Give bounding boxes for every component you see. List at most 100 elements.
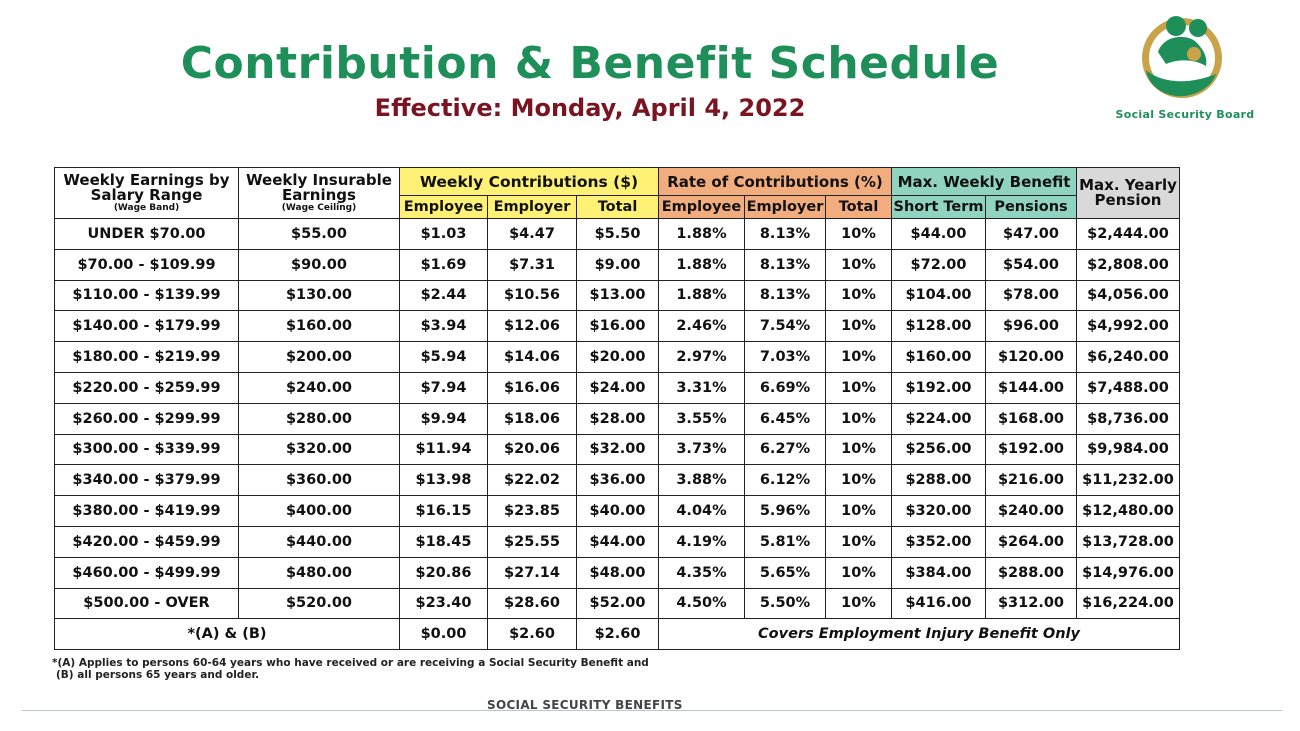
cell-rate-total: 10%	[825, 248, 892, 281]
cell-contrib-employee: $16.15	[399, 495, 488, 527]
header-earnings-range: Weekly Earnings by Salary Range (Wage Ba…	[54, 167, 239, 219]
cell-rate-employee: 1.88%	[658, 279, 745, 312]
cell-benefit-pensions: $96.00	[985, 310, 1077, 343]
cell-benefit-short-term: $44.00	[891, 218, 986, 250]
cell-rate-total: 10%	[825, 310, 892, 343]
page-title: Contribution & Benefit Schedule	[180, 38, 1000, 89]
special-row-note: Covers Employment Injury Benefit Only	[658, 618, 1180, 651]
cell-earnings-range: $220.00 - $259.99	[54, 371, 239, 404]
cell-contrib-employee: $9.94	[399, 402, 488, 435]
cell-rate-employer: 8.13%	[744, 218, 826, 250]
cell-contrib-total: $5.50	[576, 218, 659, 250]
cell-rate-employee: 1.88%	[658, 218, 745, 250]
cell-rate-total: 10%	[825, 525, 892, 558]
header-rate-of-contributions: Rate of Contributions (%)	[658, 167, 892, 196]
cell-benefit-pensions: $192.00	[985, 433, 1077, 466]
cell-insurable-earnings: $200.00	[238, 341, 400, 373]
table-row: $140.00 - $179.99 $160.00 $3.94 $12.06 $16.0…	[54, 310, 1180, 343]
header-weekly-contributions: Weekly Contributions ($)	[399, 167, 659, 196]
cell-contrib-employee: $13.98	[399, 464, 488, 497]
cell-rate-employer: 7.54%	[744, 310, 826, 343]
footer-divider	[22, 710, 1282, 711]
table-row: $70.00 - $109.99 $90.00 $1.69 $7.31 $9.00 1.8…	[54, 248, 1180, 281]
cell-contrib-employer: $16.06	[487, 371, 577, 404]
footnote-line-1: *(A) Applies to persons 60-64 years who …	[52, 657, 649, 669]
cell-contrib-employee: $7.94	[399, 371, 488, 404]
cell-contrib-employer: $27.14	[487, 556, 577, 589]
cell-insurable-earnings: $520.00	[238, 587, 400, 620]
cell-earnings-range: $180.00 - $219.99	[54, 341, 239, 373]
table-row: $340.00 - $379.99 $360.00 $13.98 $22.02 $36.…	[54, 464, 1180, 497]
special-row-total: $2.60	[576, 618, 659, 651]
logo-text: Social Security Board	[1115, 108, 1255, 121]
footnote: *(A) Applies to persons 60-64 years who …	[52, 657, 649, 681]
cell-insurable-earnings: $360.00	[238, 464, 400, 497]
cell-insurable-earnings: $130.00	[238, 279, 400, 312]
cell-rate-employer: 5.81%	[744, 525, 826, 558]
cell-contrib-employee: $20.86	[399, 556, 488, 589]
table-row: $180.00 - $219.99 $200.00 $5.94 $14.06 $20.0…	[54, 341, 1180, 373]
cell-rate-employer: 5.96%	[744, 495, 826, 527]
cell-rate-employer: 6.45%	[744, 402, 826, 435]
cell-rate-employee: 2.46%	[658, 310, 745, 343]
cell-contrib-employee: $2.44	[399, 279, 488, 312]
cell-rate-employee: 4.04%	[658, 495, 745, 527]
cell-max-yearly-pension: $9,984.00	[1076, 433, 1180, 466]
cell-rate-employer: 6.12%	[744, 464, 826, 497]
cell-insurable-earnings: $55.00	[238, 218, 400, 250]
cell-rate-employer: 8.13%	[744, 279, 826, 312]
footnote-line-2: (B) all persons 65 years and older.	[56, 669, 260, 681]
header-insurable-earnings: Weekly Insurable Earnings (Wage Ceiling)	[238, 167, 400, 219]
special-row-employee: $0.00	[399, 618, 488, 651]
cell-rate-employee: 2.97%	[658, 341, 745, 373]
cell-earnings-range: UNDER $70.00	[54, 218, 239, 250]
cell-benefit-pensions: $78.00	[985, 279, 1077, 312]
table-row: $300.00 - $339.99 $320.00 $11.94 $20.06 $32.…	[54, 433, 1180, 466]
cell-benefit-short-term: $352.00	[891, 525, 986, 558]
cell-benefit-pensions: $54.00	[985, 248, 1077, 281]
cell-rate-total: 10%	[825, 371, 892, 404]
cell-benefit-short-term: $416.00	[891, 587, 986, 620]
cell-max-yearly-pension: $7,488.00	[1076, 371, 1180, 404]
cell-benefit-short-term: $288.00	[891, 464, 986, 497]
cell-rate-employer: 5.50%	[744, 587, 826, 620]
cell-max-yearly-pension: $12,480.00	[1076, 495, 1180, 527]
cell-insurable-earnings: $280.00	[238, 402, 400, 435]
cell-rate-employee: 3.88%	[658, 464, 745, 497]
family-hands-logo-icon	[1142, 16, 1222, 98]
cell-rate-total: 10%	[825, 495, 892, 527]
cell-contrib-employee: $11.94	[399, 433, 488, 466]
cell-earnings-range: $110.00 - $139.99	[54, 279, 239, 312]
cell-contrib-employee: $23.40	[399, 587, 488, 620]
cell-insurable-earnings: $160.00	[238, 310, 400, 343]
cell-max-yearly-pension: $4,056.00	[1076, 279, 1180, 312]
cell-benefit-pensions: $120.00	[985, 341, 1077, 373]
header-max-yearly-pension: Max. Yearly Pension	[1076, 167, 1180, 219]
subheader-employee: Employee	[399, 195, 488, 219]
cell-rate-total: 10%	[825, 279, 892, 312]
cell-benefit-pensions: $240.00	[985, 495, 1077, 527]
cell-benefit-pensions: $216.00	[985, 464, 1077, 497]
cell-contrib-employee: $18.45	[399, 525, 488, 558]
cell-benefit-short-term: $128.00	[891, 310, 986, 343]
cell-contrib-total: $24.00	[576, 371, 659, 404]
cell-earnings-range: $70.00 - $109.99	[54, 248, 239, 281]
cell-rate-total: 10%	[825, 341, 892, 373]
table-row: $420.00 - $459.99 $440.00 $18.45 $25.55 $44.…	[54, 525, 1180, 558]
cell-earnings-range: $260.00 - $299.99	[54, 402, 239, 435]
cell-insurable-earnings: $440.00	[238, 525, 400, 558]
cell-earnings-range: $500.00 - OVER	[54, 587, 239, 620]
footer-text: SOCIAL SECURITY BENEFITS	[487, 698, 683, 712]
table-row: $460.00 - $499.99 $480.00 $20.86 $27.14 $48.…	[54, 556, 1180, 589]
cell-max-yearly-pension: $14,976.00	[1076, 556, 1180, 589]
subheader-short-term: Short Term	[891, 195, 986, 219]
cell-rate-employee: 3.31%	[658, 371, 745, 404]
cell-benefit-short-term: $384.00	[891, 556, 986, 589]
cell-rate-employer: 8.13%	[744, 248, 826, 281]
cell-contrib-total: $13.00	[576, 279, 659, 312]
table-row: $110.00 - $139.99 $130.00 $2.44 $10.56 $13.0…	[54, 279, 1180, 312]
subheader-employer: Employer	[487, 195, 577, 219]
cell-rate-total: 10%	[825, 402, 892, 435]
cell-contrib-employer: $4.47	[487, 218, 577, 250]
cell-contrib-total: $48.00	[576, 556, 659, 589]
